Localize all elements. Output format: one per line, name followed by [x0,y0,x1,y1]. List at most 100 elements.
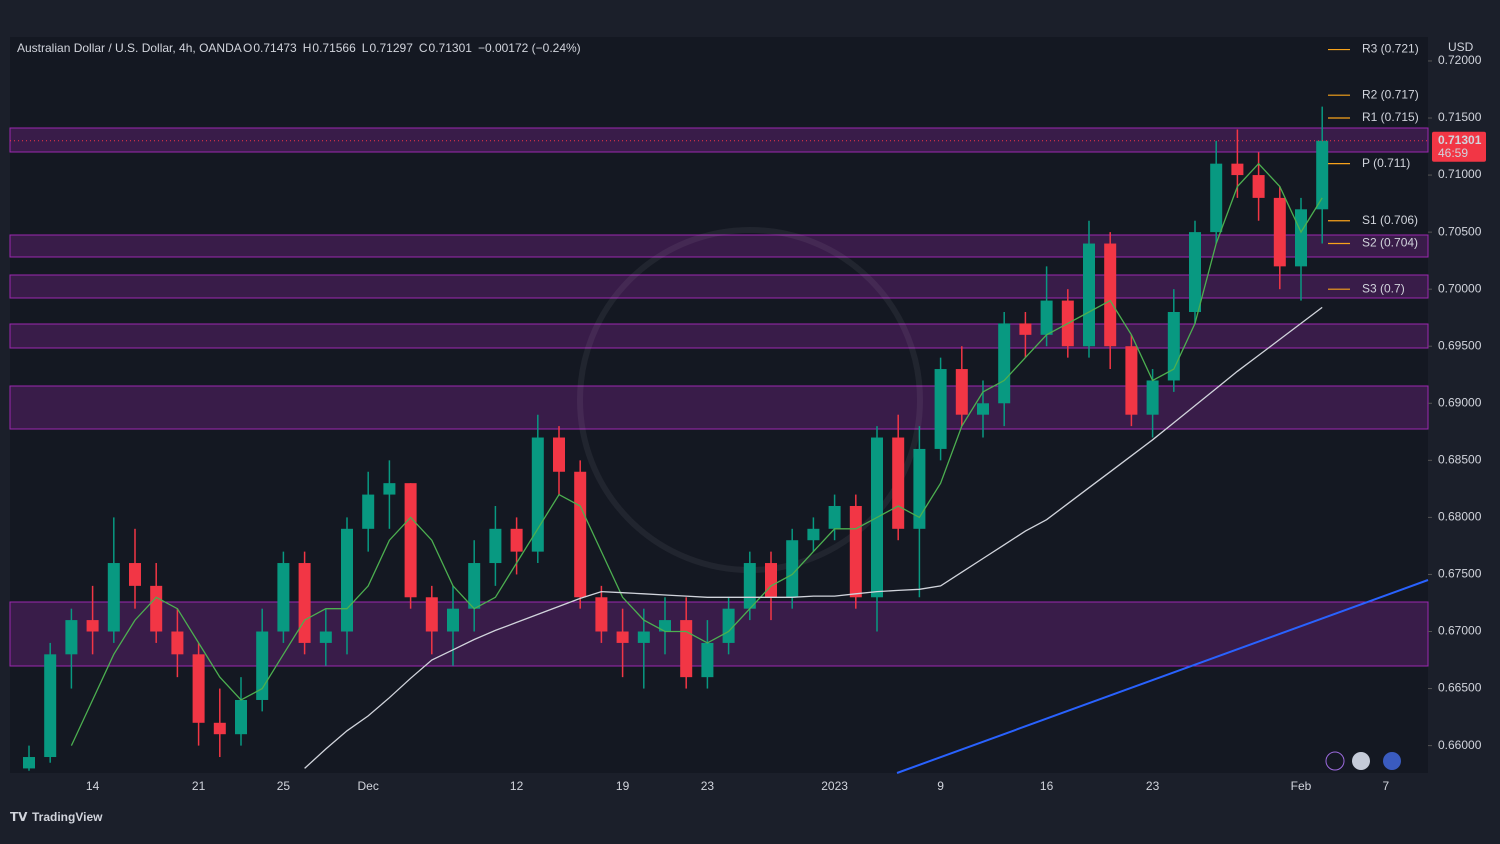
candle-body [553,437,565,472]
candle-body [298,563,311,643]
x-tick-label: 25 [277,779,291,793]
zone [9,323,1429,349]
y-tick-label: 0.67000 [1438,624,1482,638]
candle-body [213,722,226,735]
candle-body [637,631,650,643]
candle-body [701,642,714,678]
candle-body [977,403,989,415]
candle-body [1083,243,1095,347]
ohlc-label: O [243,41,252,55]
candle-body [1104,243,1117,347]
x-tick-label: 21 [192,779,206,793]
x-tick-label: 14 [86,779,100,793]
zone [9,601,1429,667]
candle-body [510,528,523,552]
ohlc-value: 0.71473 [253,41,297,55]
x-tick-label: 12 [510,779,524,793]
pivot-label: P (0.711) [1362,156,1410,170]
zone [9,274,1429,299]
candle-body [998,323,1011,404]
candle-body [955,369,968,415]
candle-body [468,563,481,609]
candle-body [913,448,926,529]
candle-body [1146,380,1159,415]
pivot-label: R1 (0.715) [1362,110,1419,124]
candle-body [743,563,756,609]
candle-body [192,654,205,723]
candle-body [44,654,57,758]
candle-body [807,528,820,541]
candle-body [129,563,141,586]
candle-body [1167,312,1180,381]
candle-body [150,585,163,632]
candle-body [171,631,184,655]
ohlc-label: C [419,41,428,55]
candle-body [65,620,78,655]
candle-body [849,505,862,598]
x-tick-label: 19 [616,779,630,793]
x-tick-label: 16 [1040,779,1054,793]
candle-body [404,483,417,598]
y-tick-label: 0.66000 [1438,738,1482,752]
icon[interactable] [1352,752,1370,770]
symbol: Australian Dollar / U.S. Dollar, 4h, OAN… [17,41,242,55]
ohlc-label: L [362,41,369,55]
candle-body [383,483,396,495]
candle-body [489,528,502,564]
pivot-label: R3 (0.721) [1362,42,1419,56]
candle-body [786,540,799,598]
candle-body [616,631,629,643]
candle-body [1040,300,1053,335]
candle-body [107,563,120,632]
candle-body [277,563,290,632]
ohlc-value: 0.71301 [429,41,473,55]
y-tick-label: 0.68000 [1438,510,1482,524]
plot-area [10,37,1428,773]
y-tick-label: 0.69500 [1438,338,1482,352]
ohlc-value: 0.71566 [312,41,356,55]
zone [9,385,1429,430]
x-tick-label: 9 [937,779,944,793]
x-tick-label: 2023 [821,779,848,793]
pivot-label: S1 (0.706) [1362,213,1418,227]
candle-body [574,471,587,598]
y-tick-label: 0.66500 [1438,681,1482,695]
candle-body [1189,232,1201,313]
candle-body [659,620,671,632]
candle-body [1231,163,1244,176]
candle-body [86,620,99,632]
pivot-label: S3 (0.7) [1362,281,1405,295]
candle-body [722,608,735,643]
candle-body [447,608,459,632]
candle-body [934,369,947,449]
x-tick-label: Feb [1291,779,1312,793]
candle-body [1210,163,1223,233]
y-tick-label: 0.70500 [1438,224,1482,238]
candle-body [256,631,269,700]
x-tick-label: 23 [701,779,715,793]
y-tick-label: 0.70000 [1438,281,1482,295]
icon[interactable] [1325,751,1345,771]
candle-body [235,699,247,735]
candle-body [1252,175,1265,198]
candle-body [362,494,375,529]
brand: TradingView [32,810,103,824]
price-tag [1432,131,1486,162]
ohlc-value: 0.71297 [369,41,413,55]
candle-body [1125,346,1138,415]
icon[interactable] [1383,752,1401,770]
currency: USD [1448,40,1474,54]
countdown: 46:59 [1438,146,1468,160]
zones [9,127,1429,667]
pivot-label: S2 (0.704) [1362,236,1418,250]
candle-body [680,620,693,678]
ohlc-label: H [303,41,312,55]
trendline [896,579,1429,774]
x-tick-label: Dec [358,779,379,793]
candle-body [595,597,608,632]
candle-body [341,528,353,632]
moving-average [70,162,1323,746]
zone [9,234,1429,258]
candle-body [892,437,905,529]
